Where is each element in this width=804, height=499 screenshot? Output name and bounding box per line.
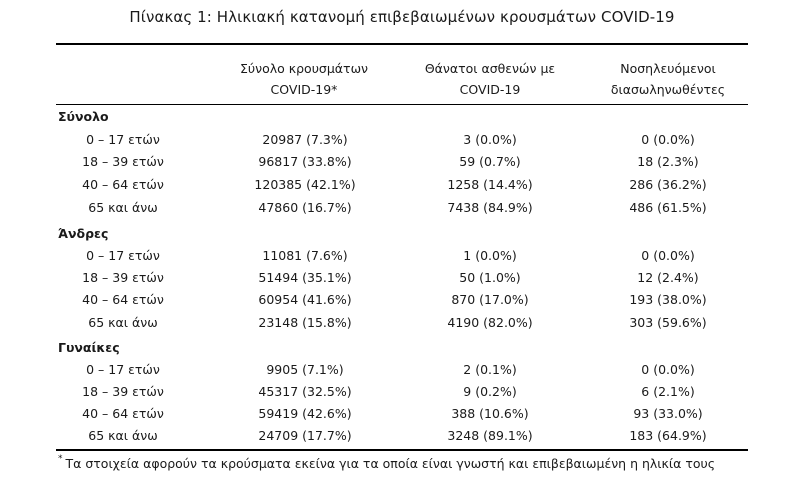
- cases-cell: 11081 (7.6%): [262, 248, 348, 263]
- deaths-cell: 59 (0.7%): [459, 154, 521, 169]
- deaths-cell: 2 (0.1%): [463, 362, 517, 377]
- age-cell: 18 – 39 ετών: [82, 270, 164, 285]
- header-deaths-line2: COVID-19: [459, 82, 521, 97]
- cases-cell: 60954 (41.6%): [258, 292, 352, 307]
- table-row: 18 – 39 ετών 96817 (33.8%) 59 (0.7%) 18 …: [0, 154, 804, 175]
- table-row: 0 – 17 ετών 11081 (7.6%) 1 (0.0%) 0 (0.0…: [0, 248, 804, 269]
- header-intubated-line2: διασωληνωθέντες: [610, 82, 726, 97]
- header-intubated: Νοσηλευόμενοι διασωληνωθέντες: [586, 58, 750, 100]
- cases-cell: 23148 (15.8%): [258, 315, 352, 330]
- intubated-cell: 486 (61.5%): [629, 200, 707, 215]
- group-label-men: Άνδρες: [58, 226, 109, 241]
- deaths-cell: 1258 (14.4%): [447, 177, 533, 192]
- cases-cell: 51494 (35.1%): [258, 270, 352, 285]
- intubated-cell: 0 (0.0%): [641, 362, 695, 377]
- age-cell: 65 και άνω: [88, 315, 158, 330]
- cases-cell: 59419 (42.6%): [258, 406, 352, 421]
- intubated-cell: 0 (0.0%): [641, 132, 695, 147]
- header-deaths: Θάνατοι ασθενών με COVID-19: [400, 58, 580, 100]
- header-intubated-line1: Νοσηλευόμενοι: [620, 61, 716, 76]
- table-row: 65 και άνω 47860 (16.7%) 7438 (84.9%) 48…: [0, 200, 804, 221]
- intubated-cell: 18 (2.3%): [637, 154, 699, 169]
- intubated-cell: 303 (59.6%): [629, 315, 707, 330]
- age-cell: 65 και άνω: [88, 200, 158, 215]
- header-total-cases-line2: COVID-19*: [270, 82, 338, 97]
- cases-cell: 45317 (32.5%): [258, 384, 352, 399]
- table-row: 0 – 17 ετών 20987 (7.3%) 3 (0.0%) 0 (0.0…: [0, 132, 804, 153]
- deaths-cell: 7438 (84.9%): [447, 200, 533, 215]
- deaths-cell: 4190 (82.0%): [447, 315, 533, 330]
- age-cell: 40 – 64 ετών: [82, 406, 164, 421]
- group-label-women: Γυναίκες: [58, 340, 120, 355]
- age-cell: 18 – 39 ετών: [82, 154, 164, 169]
- intubated-cell: 193 (38.0%): [629, 292, 707, 307]
- intubated-cell: 93 (33.0%): [633, 406, 703, 421]
- footnote-mark: *: [58, 454, 63, 464]
- deaths-cell: 388 (10.6%): [451, 406, 529, 421]
- age-cell: 65 και άνω: [88, 428, 158, 443]
- table-row: 18 – 39 ετών 51494 (35.1%) 50 (1.0%) 12 …: [0, 270, 804, 291]
- deaths-cell: 870 (17.0%): [451, 292, 529, 307]
- age-cell: 40 – 64 ετών: [82, 292, 164, 307]
- footnote: * Τα στοιχεία αφορούν τα κρούσματα εκείνα…: [58, 454, 716, 472]
- deaths-cell: 1 (0.0%): [463, 248, 517, 263]
- table-row: 40 – 64 ετών 59419 (42.6%) 388 (10.6%) 9…: [0, 406, 804, 427]
- age-cell: 40 – 64 ετών: [82, 177, 164, 192]
- intubated-cell: 286 (36.2%): [629, 177, 707, 192]
- intubated-cell: 12 (2.4%): [637, 270, 699, 285]
- cases-cell: 9905 (7.1%): [266, 362, 344, 377]
- table-bottom-rule: [56, 449, 748, 451]
- age-cell: 0 – 17 ετών: [86, 248, 160, 263]
- cases-cell: 47860 (16.7%): [258, 200, 352, 215]
- cases-cell: 20987 (7.3%): [262, 132, 348, 147]
- group-label-total: Σύνολο: [58, 109, 109, 124]
- cases-cell: 96817 (33.8%): [258, 154, 352, 169]
- cases-cell: 24709 (17.7%): [258, 428, 352, 443]
- table-row: 65 και άνω 24709 (17.7%) 3248 (89.1%) 18…: [0, 428, 804, 449]
- intubated-cell: 0 (0.0%): [641, 248, 695, 263]
- header-total-cases-line1: Σύνολο κρουσμάτων: [239, 61, 369, 76]
- table-row: 40 – 64 ετών 60954 (41.6%) 870 (17.0%) 1…: [0, 292, 804, 313]
- deaths-cell: 50 (1.0%): [459, 270, 521, 285]
- table-row: 0 – 17 ετών 9905 (7.1%) 2 (0.1%) 0 (0.0%…: [0, 362, 804, 383]
- table-row: 18 – 39 ετών 45317 (32.5%) 9 (0.2%) 6 (2…: [0, 384, 804, 405]
- table-title: Πίνακας 1: Ηλικιακή κατανομή επιβεβαιωμέ…: [129, 8, 675, 26]
- intubated-cell: 183 (64.9%): [629, 428, 707, 443]
- table-top-rule: [56, 43, 748, 45]
- age-cell: 18 – 39 ετών: [82, 384, 164, 399]
- deaths-cell: 3 (0.0%): [463, 132, 517, 147]
- header-total-cases: Σύνολο κρουσμάτων COVID-19*: [220, 58, 388, 100]
- footnote-text: Τα στοιχεία αφορούν τα κρούσματα εκείνα …: [65, 456, 716, 472]
- deaths-cell: 3248 (89.1%): [447, 428, 533, 443]
- intubated-cell: 6 (2.1%): [641, 384, 695, 399]
- header-rule: [56, 104, 748, 105]
- deaths-cell: 9 (0.2%): [463, 384, 517, 399]
- age-cell: 0 – 17 ετών: [86, 132, 160, 147]
- table-row: 65 και άνω 23148 (15.8%) 4190 (82.0%) 30…: [0, 315, 804, 336]
- cases-cell: 120385 (42.1%): [254, 177, 356, 192]
- header-deaths-line1: Θάνατοι ασθενών με: [424, 61, 556, 76]
- age-cell: 0 – 17 ετών: [86, 362, 160, 377]
- table-row: 40 – 64 ετών 120385 (42.1%) 1258 (14.4%)…: [0, 177, 804, 198]
